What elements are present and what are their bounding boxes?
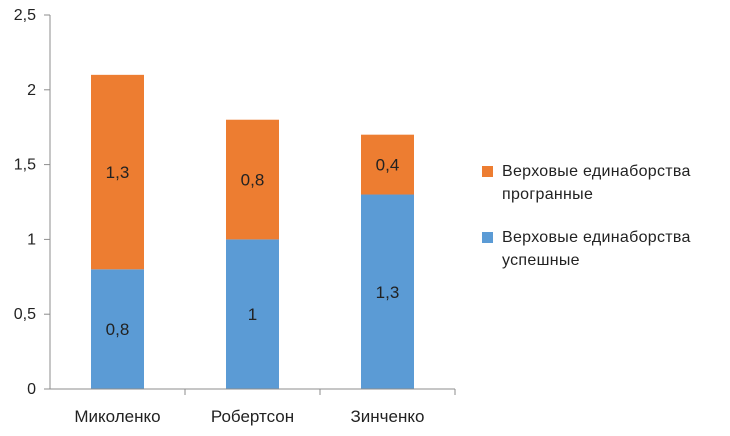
legend-swatch-lost (482, 166, 493, 177)
y-tick-label: 0,5 (14, 306, 36, 323)
data-label: 0,8 (106, 320, 130, 339)
bar-segment (361, 194, 414, 389)
legend-label-lost: Верховые единаборства програнные (502, 163, 691, 203)
legend-item-success: Верховые единаборства успешные (482, 226, 727, 272)
data-label: 1,3 (106, 163, 130, 182)
bar-segment (361, 134, 414, 195)
bar-segment (91, 269, 144, 389)
legend-item-lost: Верховые единаборства програнные (482, 160, 727, 206)
legend-swatch-success (482, 232, 493, 243)
bar-segment (91, 74, 144, 270)
bars: 0,8 1,3 1 0,8 1,3 0,4 (91, 74, 414, 389)
data-label: 1 (248, 305, 257, 324)
bar-segment (226, 119, 279, 240)
x-category-label: Зинченко (351, 407, 425, 426)
legend-label-success: Верховые единаборства успешные (502, 229, 691, 269)
x-axis: Миколенко Робертсон Зинченко (50, 388, 456, 426)
x-category-label: Робертсон (211, 407, 294, 426)
data-label: 0,4 (376, 156, 400, 175)
y-tick-label: 2,5 (14, 7, 36, 24)
y-tick-label: 2 (27, 82, 36, 99)
y-tick-label: 0 (27, 381, 36, 398)
legend: Верховые единаборства програнные Верховы… (482, 160, 727, 292)
y-tick-label: 1,5 (14, 157, 36, 174)
data-label: 1,3 (376, 283, 400, 302)
bar-segment (226, 239, 279, 389)
x-category-label: Миколенко (74, 407, 160, 426)
data-label: 0,8 (241, 171, 265, 190)
y-axis: 0 0,5 1 1,5 2 2,5 (14, 7, 51, 398)
y-tick-label: 1 (27, 231, 36, 248)
